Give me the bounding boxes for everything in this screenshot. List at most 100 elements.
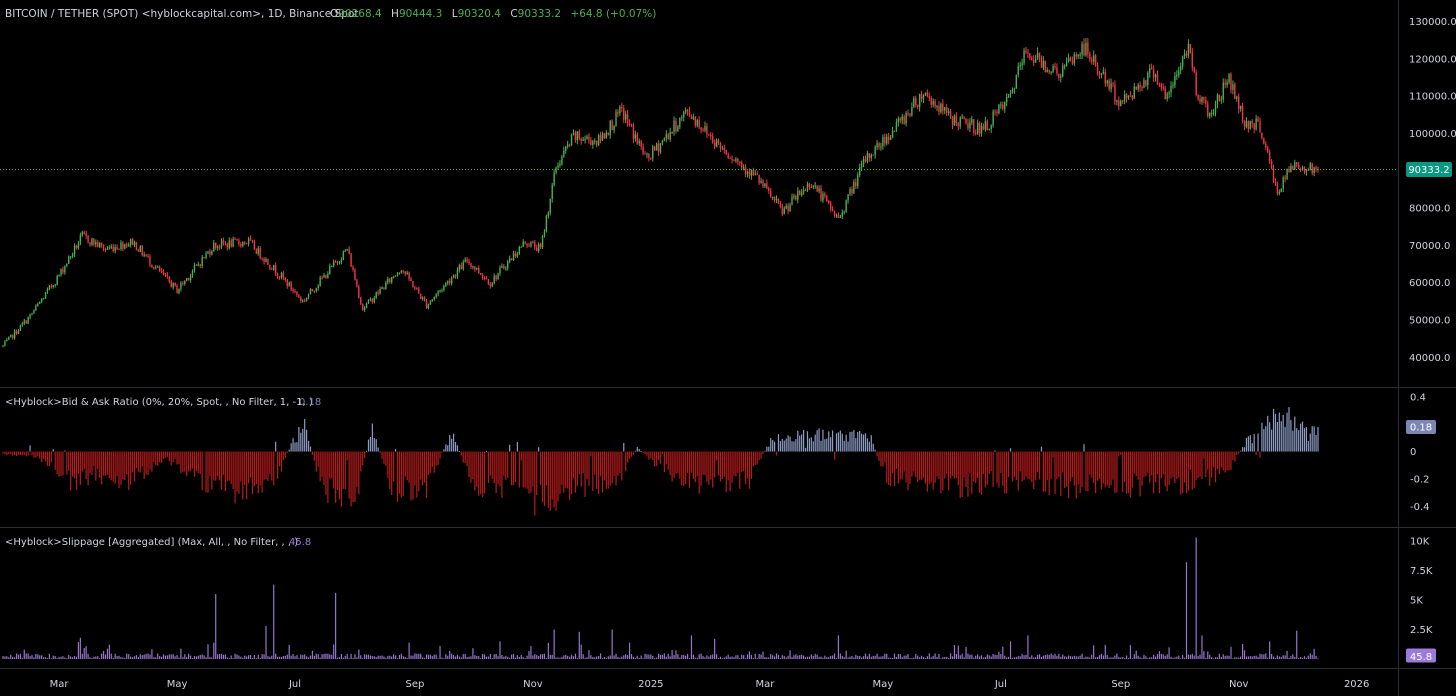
ratio-bar	[1270, 429, 1273, 452]
time-axis[interactable]: Mar May Jul Sep Nov 2025 Mar May Jul Sep Nov 2026	[50, 679, 1370, 690]
ratio-bar	[1236, 451, 1238, 455]
ratio-bar	[203, 451, 205, 453]
candle	[561, 154, 563, 166]
candle	[822, 191, 824, 204]
candle	[630, 123, 633, 128]
slippage-bar	[721, 658, 723, 659]
ratio-bar	[744, 451, 747, 485]
candle	[570, 133, 573, 147]
slippage-bar	[365, 654, 368, 659]
ratio-bar	[389, 451, 391, 490]
candle	[218, 244, 221, 251]
slippage-series	[2, 537, 1319, 660]
slippage-pane[interactable]: <Hyblock>Slippage [Aggregated] (Max, All…	[2, 536, 1436, 663]
ratio-bar	[733, 451, 735, 476]
candle	[390, 276, 393, 285]
slippage-bar	[857, 655, 859, 659]
slippage-bar	[1027, 635, 1029, 659]
slippage-bar	[516, 655, 518, 659]
slippage-bar	[801, 654, 803, 659]
price-pane[interactable]: BITCOIN / TETHER (SPOT) <hyblockcapital.…	[0, 8, 1456, 364]
candle	[946, 104, 948, 117]
bid-ask-ratio-pane[interactable]: <Hyblock>Bid & Ask Ratio (0%, 20%, Spot,…	[2, 392, 1436, 516]
slippage-bar	[1176, 656, 1178, 659]
slippage-bar	[1189, 654, 1191, 659]
close-label: C	[510, 8, 517, 20]
slippage-bar	[1093, 645, 1095, 659]
candle	[139, 245, 142, 253]
candle	[820, 184, 822, 202]
ratio-bar	[437, 451, 439, 466]
bid-ask-ratio-axis[interactable]: 0.40.20-0.2-0.4	[1410, 392, 1430, 512]
slippage-bar	[139, 654, 141, 659]
price-axis[interactable]: 130000.0120000.0110000.0100000.090000.08…	[1409, 17, 1456, 364]
candle	[373, 295, 375, 304]
slippage-bar	[1247, 656, 1249, 659]
slippage-bar	[1156, 654, 1159, 659]
ratio-bar	[652, 451, 654, 460]
slippage-bar	[431, 656, 433, 659]
slippage-bar	[228, 657, 230, 659]
ratio-bar	[124, 451, 126, 481]
ratio-bar	[176, 451, 178, 465]
candle	[174, 282, 176, 287]
slippage-bar	[387, 655, 389, 659]
ratio-bar	[1129, 451, 1132, 498]
ratio-bar	[779, 441, 781, 452]
candle	[1145, 79, 1147, 88]
candle	[1162, 83, 1164, 91]
slippage-bar	[75, 656, 78, 659]
candle	[296, 291, 298, 298]
candle	[1077, 53, 1079, 60]
slippage-bar	[1081, 653, 1083, 659]
ratio-bar	[1108, 451, 1110, 489]
slippage-bar	[895, 656, 898, 659]
slippage-bar	[797, 655, 799, 659]
slippage-bar	[93, 656, 95, 659]
slippage-bar	[1197, 655, 1199, 659]
ratio-bar	[404, 451, 406, 477]
candle	[40, 297, 43, 304]
slippage-bar	[149, 654, 151, 659]
ratio-bar	[671, 451, 673, 482]
candle	[1303, 166, 1306, 175]
slippage-bar	[443, 658, 445, 660]
ratio-bar	[335, 451, 337, 503]
ratio-bar	[686, 451, 689, 474]
slippage-bar	[884, 653, 886, 659]
candle	[33, 309, 35, 314]
open-value: 90268.4	[338, 8, 382, 20]
ratio-bar	[201, 451, 203, 491]
slippage-bar	[265, 625, 267, 659]
candle	[594, 138, 596, 145]
ratio-bar	[874, 449, 876, 452]
ratio-bar	[549, 451, 551, 511]
slippage-bar	[224, 654, 226, 659]
ratio-bar	[1013, 451, 1015, 478]
slippage-bar	[271, 655, 273, 659]
ratio-bar	[275, 441, 277, 452]
slippage-bar	[729, 656, 731, 659]
ratio-bar	[1096, 451, 1099, 481]
ratio-bar	[613, 451, 615, 476]
ratio-bar	[1263, 429, 1265, 452]
candle	[613, 124, 615, 134]
ratio-bar	[58, 451, 60, 477]
candle	[230, 238, 232, 248]
ratio-bar	[364, 451, 366, 458]
candle	[547, 211, 550, 219]
candle	[915, 95, 917, 108]
slippage-bar	[145, 653, 147, 659]
candle	[236, 238, 238, 241]
candle	[646, 152, 648, 159]
time-axis-label: Mar	[755, 679, 775, 690]
ratio-bar	[408, 451, 410, 483]
slippage-bar	[619, 657, 621, 659]
candle	[106, 245, 109, 251]
candle	[383, 287, 385, 290]
candle	[953, 114, 956, 127]
slippage-bar	[15, 653, 18, 659]
slippage-bar	[1066, 656, 1068, 659]
ratio-bar	[1212, 451, 1215, 468]
